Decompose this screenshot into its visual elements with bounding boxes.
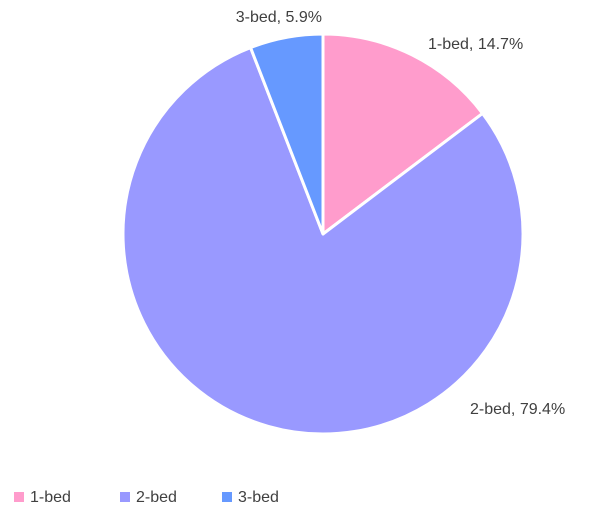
legend-label: 3-bed xyxy=(238,489,279,506)
data-label: 1-bed, 14.7% xyxy=(428,36,523,53)
data-label: 3-bed, 5.9% xyxy=(236,9,322,26)
legend-swatch xyxy=(120,492,130,502)
pie-slice xyxy=(249,32,325,236)
legend-swatch xyxy=(222,492,232,502)
data-label: 2-bed, 79.4% xyxy=(470,401,565,418)
legend-label: 2-bed xyxy=(136,489,177,506)
pie-slice xyxy=(121,46,525,436)
legend-swatch xyxy=(14,492,24,502)
legend-label: 1-bed xyxy=(30,489,71,506)
pie-slice xyxy=(321,32,485,236)
